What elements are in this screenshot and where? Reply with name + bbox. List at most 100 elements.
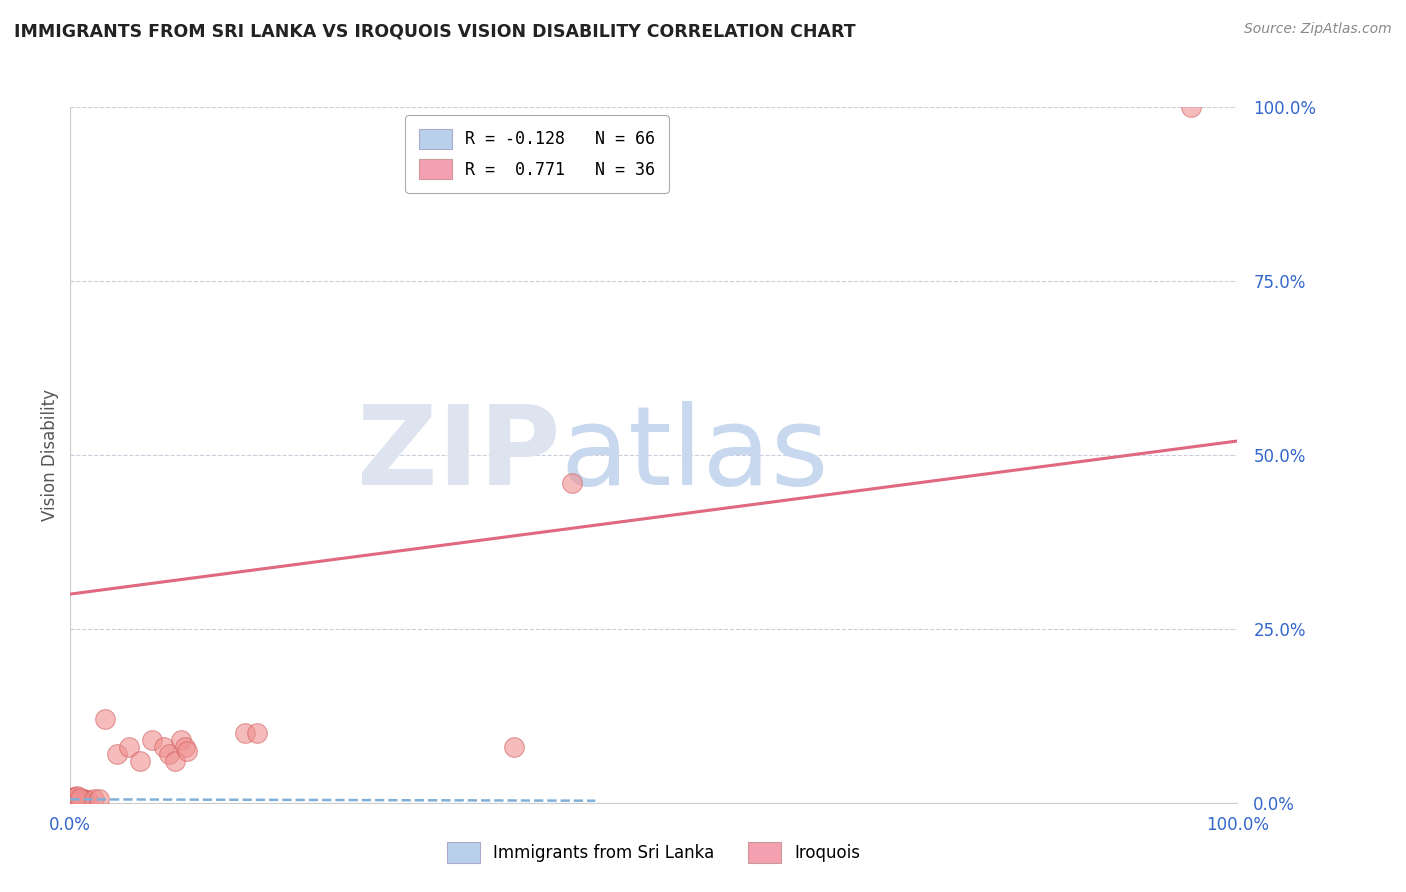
Point <box>63 794 86 808</box>
Text: Source: ZipAtlas.com: Source: ZipAtlas.com <box>1244 22 1392 37</box>
Point <box>65 791 87 805</box>
Point <box>176 744 198 758</box>
Point <box>561 475 583 490</box>
Point <box>63 793 86 807</box>
Point <box>69 792 91 806</box>
Point <box>62 793 84 807</box>
Point <box>66 789 89 803</box>
Point <box>63 794 86 808</box>
Point <box>62 794 84 808</box>
Point <box>66 794 89 808</box>
Point <box>62 793 84 807</box>
Point <box>62 791 84 805</box>
Point <box>66 793 89 807</box>
Point <box>65 791 87 805</box>
Point <box>170 733 193 747</box>
Point <box>62 794 84 808</box>
Point <box>62 791 84 805</box>
Point <box>63 794 86 808</box>
Point <box>62 794 84 808</box>
Point <box>63 791 86 805</box>
Point <box>66 794 89 808</box>
Point <box>62 792 84 806</box>
Point <box>63 793 86 807</box>
Point <box>83 792 105 806</box>
Point <box>62 791 84 805</box>
Point <box>69 794 91 808</box>
Point <box>62 792 84 806</box>
Point <box>152 740 174 755</box>
Point <box>118 740 141 755</box>
Point <box>62 793 84 807</box>
Point <box>62 790 84 805</box>
Point <box>70 793 93 807</box>
Point <box>62 792 84 806</box>
Point <box>65 794 87 808</box>
Point <box>165 754 187 768</box>
Point <box>69 793 91 807</box>
Point <box>63 793 86 807</box>
Point <box>246 726 269 740</box>
Point <box>63 791 86 805</box>
Point <box>63 790 86 805</box>
Point <box>65 792 87 806</box>
Point <box>66 794 89 808</box>
Point <box>65 791 87 805</box>
Point <box>63 791 86 805</box>
Point <box>60 792 83 806</box>
Point <box>60 794 83 808</box>
Point <box>67 793 90 807</box>
Point <box>129 754 152 768</box>
Point <box>66 792 89 806</box>
Point <box>63 791 86 805</box>
Point <box>67 791 90 805</box>
Point <box>73 791 96 805</box>
Point <box>65 793 87 807</box>
Point <box>60 791 83 805</box>
Point <box>67 793 90 807</box>
Point <box>233 726 256 740</box>
Point <box>62 791 84 805</box>
Point <box>62 791 84 805</box>
Point <box>70 791 93 805</box>
Point <box>62 791 84 805</box>
Point <box>62 791 84 805</box>
Point <box>62 791 84 805</box>
Point <box>141 733 163 747</box>
Point <box>62 791 84 805</box>
Point <box>62 794 84 808</box>
Point <box>69 792 91 806</box>
Point <box>62 794 84 808</box>
Point <box>65 792 87 806</box>
Point <box>66 793 89 807</box>
Point <box>66 793 89 807</box>
Point <box>62 790 84 805</box>
Point <box>62 792 84 806</box>
Point <box>94 712 117 726</box>
Point <box>65 793 87 807</box>
Point <box>60 792 83 806</box>
Point <box>60 792 83 806</box>
Point <box>89 791 111 805</box>
Point <box>65 791 87 805</box>
Point <box>76 793 98 807</box>
Point <box>67 792 90 806</box>
Point <box>62 794 84 808</box>
Point <box>173 740 195 755</box>
Text: ZIP: ZIP <box>357 401 561 508</box>
Point <box>65 794 87 808</box>
Point <box>67 792 90 806</box>
Point <box>62 793 84 807</box>
Text: atlas: atlas <box>561 401 830 508</box>
Point <box>62 792 84 806</box>
Y-axis label: Vision Disability: Vision Disability <box>41 389 59 521</box>
Point <box>66 792 89 806</box>
Point <box>1180 100 1202 114</box>
Point <box>63 791 86 805</box>
Point <box>502 740 524 755</box>
Point <box>105 747 128 761</box>
Point <box>63 791 86 805</box>
Point <box>69 791 91 805</box>
Point <box>62 791 84 805</box>
Point <box>65 794 87 808</box>
